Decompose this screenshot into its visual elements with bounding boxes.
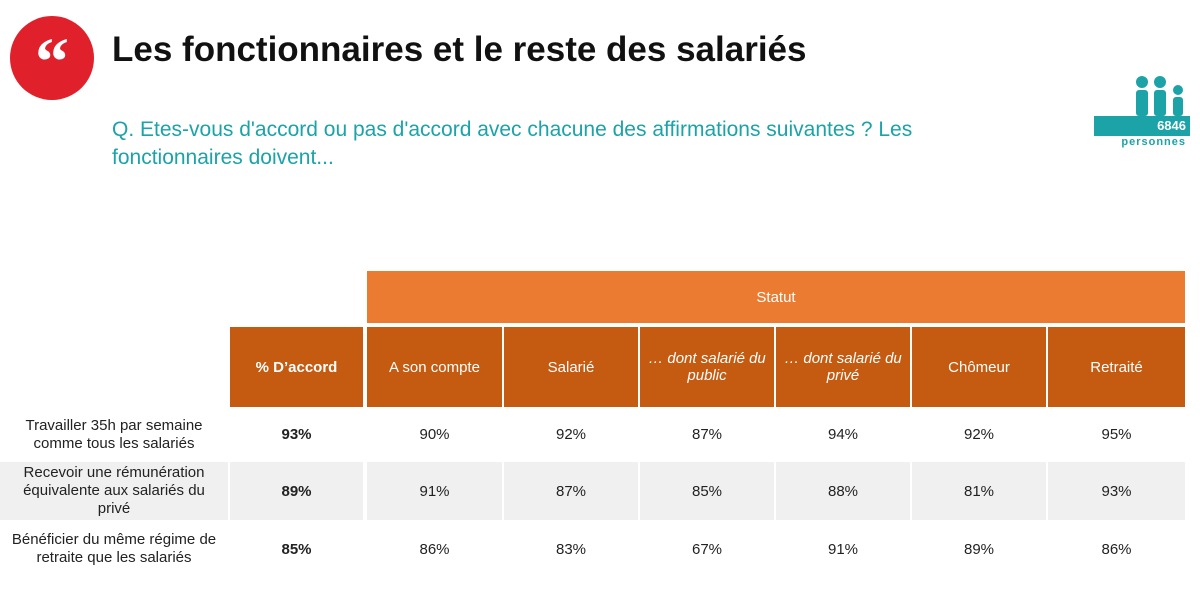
cell: 83%: [555, 540, 587, 558]
cell: 95%: [1101, 426, 1132, 443]
cell: 86%: [1101, 540, 1132, 558]
sample-icon: [1094, 76, 1190, 136]
column-header: Chômeur: [912, 327, 1046, 407]
cell: 92%: [555, 426, 587, 443]
cell: 91%: [827, 540, 859, 558]
sample-size: 6846: [1157, 118, 1186, 133]
column-header: A son compte: [367, 327, 502, 407]
cell: 90%: [419, 426, 450, 443]
cell: 88%: [776, 462, 910, 520]
column-header: % D’accord: [230, 327, 363, 407]
cell: 85%: [640, 462, 774, 520]
row-label: Travailler 35h par semaine comme tous le…: [25, 416, 203, 452]
cell: 81%: [912, 462, 1046, 520]
cell: 93%: [281, 426, 312, 443]
cell: 91%: [367, 462, 502, 520]
cell: 87%: [691, 426, 723, 443]
cell: 86%: [419, 540, 450, 558]
cell: 94%: [827, 426, 859, 443]
row-label: Recevoir une rémunération équivalente au…: [0, 462, 228, 520]
cell: 87%: [504, 462, 638, 520]
quote-icon: “: [10, 16, 94, 100]
row-label: Bénéficier du même régime de retraite qu…: [11, 531, 217, 566]
title: Les fonctionnaires et le reste des salar…: [112, 30, 807, 69]
sample-unit: personnes: [1121, 136, 1186, 148]
cell: 67%: [691, 540, 723, 558]
column-header: Retraité: [1048, 327, 1185, 407]
cell: 93%: [1048, 462, 1185, 520]
column-header: … dont salarié du public: [640, 327, 774, 407]
question: Q. Etes-vous d'accord ou pas d'accord av…: [112, 118, 913, 169]
cell: 89%: [963, 540, 995, 558]
svg-text:“: “: [35, 23, 69, 99]
column-header: … dont salarié du privé: [776, 327, 910, 407]
cell: 92%: [963, 426, 995, 443]
group-header: Statut: [367, 271, 1185, 323]
cell: 85%: [281, 540, 312, 558]
column-header: Salarié: [504, 327, 638, 407]
cell: 89%: [230, 462, 363, 520]
